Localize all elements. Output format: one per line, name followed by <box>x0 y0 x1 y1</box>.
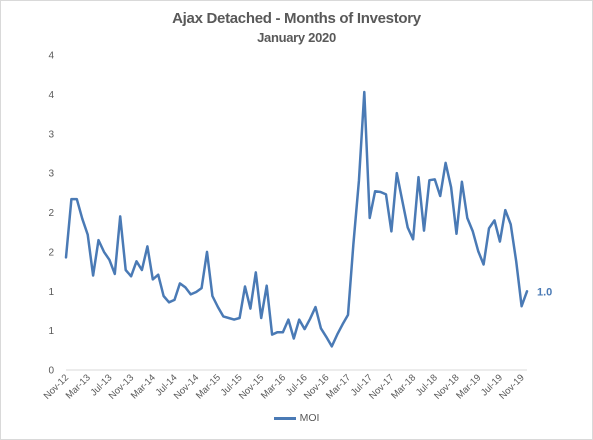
y-tick-label: 1 <box>48 287 54 298</box>
y-tick-label: 2 <box>48 208 54 219</box>
x-tick-label: Mar-19 <box>454 372 483 401</box>
x-tick-label: Mar-15 <box>194 372 223 401</box>
x-tick-label: Mar-14 <box>129 372 158 401</box>
y-tick-label: 0 <box>48 366 54 377</box>
x-tick-label: Mar-16 <box>259 372 288 401</box>
y-tick-label: 2 <box>48 247 54 258</box>
x-axis-ticks: Nov-12Mar-13Jul-13Nov-13Mar-14Jul-14Nov-… <box>42 372 527 401</box>
series-line-moi <box>64 90 529 348</box>
legend-label-moi: MOI <box>299 412 320 424</box>
y-tick-label: 4 <box>48 51 54 62</box>
y-tick-label: 4 <box>48 90 54 101</box>
y-axis-ticks: 0 1 1 2 2 3 3 4 4 <box>48 51 54 377</box>
x-tick-label: Mar-17 <box>324 372 353 401</box>
x-tick-label: Mar-13 <box>64 372 93 401</box>
y-tick-label: 3 <box>48 169 54 180</box>
chart-title: Ajax Detached - Months of Investory <box>172 10 421 27</box>
legend-swatch-moi <box>273 416 296 420</box>
y-tick-label: 3 <box>48 129 54 140</box>
y-tick-label: 1 <box>48 326 54 337</box>
x-tick-label: Mar-18 <box>389 372 418 401</box>
end-value-label: 1.0 <box>537 286 552 298</box>
chart-subtitle: January 2020 <box>257 30 336 45</box>
x-tick-label: Nov-19 <box>497 372 526 401</box>
legend: MOI <box>0 412 593 424</box>
